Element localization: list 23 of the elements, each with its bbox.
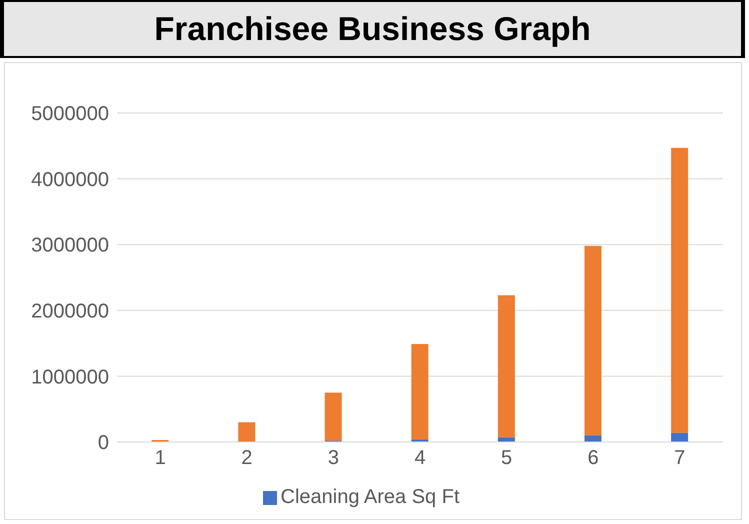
bar [584, 435, 602, 442]
y-tick-label: 5000000 [31, 103, 109, 126]
y-tick-label: 0 [98, 432, 109, 454]
x-tick-label: 1 [154, 447, 166, 470]
x-tick-label: 7 [674, 447, 686, 470]
bar [584, 246, 602, 436]
x-tick-label: 5 [501, 447, 512, 470]
chart-title: Franchisee Business Graph [0, 0, 745, 58]
x-tick-label: 6 [588, 447, 599, 470]
bar [671, 148, 688, 433]
bar [238, 422, 256, 442]
y-tick-label: 1000000 [31, 366, 109, 388]
x-tick-label: 4 [414, 447, 426, 470]
y-tick-label: 2000000 [31, 300, 109, 322]
bar [671, 432, 688, 442]
x-tick-label: 2 [241, 447, 252, 470]
bar [324, 392, 342, 441]
legend-label: Cleaning Area Sq Ft [280, 486, 460, 508]
bar [411, 344, 428, 440]
bar [498, 295, 515, 438]
y-tick-label: 4000000 [31, 168, 109, 191]
y-tick-label: 3000000 [31, 234, 109, 257]
x-tick-label: 3 [328, 447, 339, 470]
